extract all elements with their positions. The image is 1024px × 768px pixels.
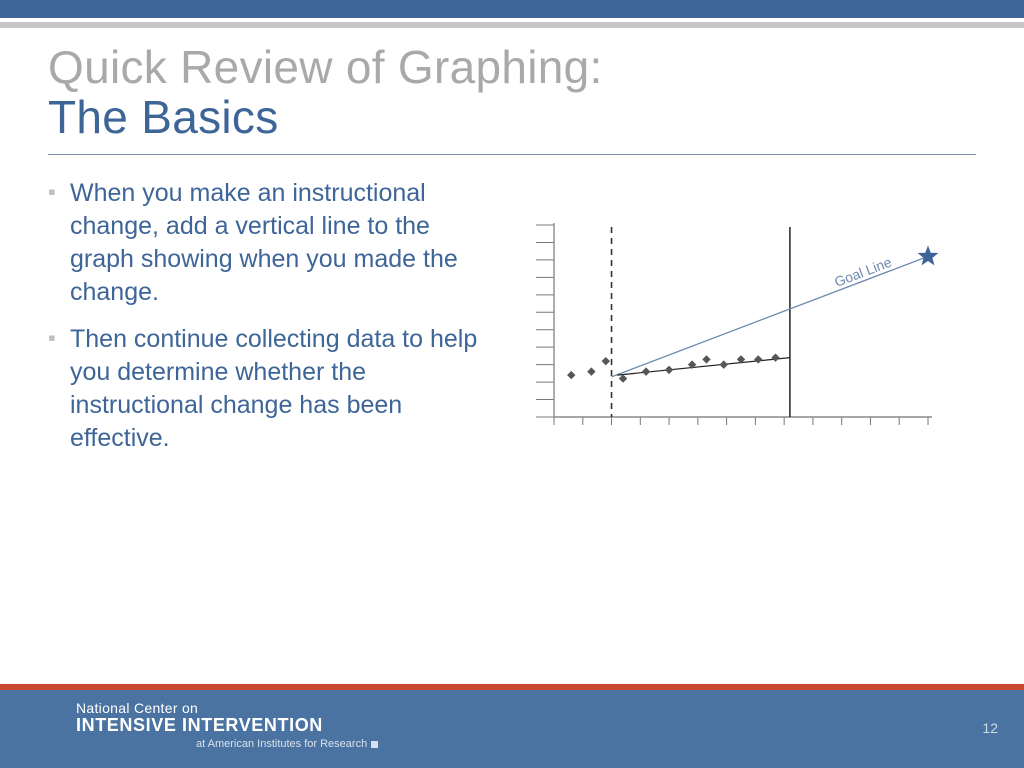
org-subtext: at American Institutes for Research [196, 738, 367, 750]
title-underline [48, 154, 976, 155]
list-item: When you make an instructional change, a… [48, 177, 488, 309]
bullet-list: When you make an instructional change, a… [48, 177, 488, 455]
org-name-line2: INTENSIVE INTERVENTION [76, 715, 984, 736]
page-number: 12 [982, 720, 998, 736]
org-name-line3: at American Institutes for Research [196, 738, 984, 750]
top-blue-bar [0, 0, 1024, 18]
svg-text:Goal Line: Goal Line [832, 254, 894, 290]
org-name-line1: National Center on [76, 700, 984, 716]
square-icon [371, 741, 378, 748]
slide-title-line1: Quick Review of Graphing: [48, 40, 976, 94]
footer-blue-bar: National Center on INTENSIVE INTERVENTIO… [0, 690, 1024, 768]
body-row: When you make an instructional change, a… [48, 177, 976, 469]
text-column: When you make an instructional change, a… [48, 177, 488, 469]
chart-column: Goal Line [512, 177, 976, 469]
slide-title-line2: The Basics [48, 90, 976, 144]
progress-chart: Goal Line [512, 207, 942, 467]
slide-footer: National Center on INTENSIVE INTERVENTIO… [0, 684, 1024, 768]
slide-content: Quick Review of Graphing: The Basics Whe… [0, 28, 1024, 469]
list-item: Then continue collecting data to help yo… [48, 323, 488, 455]
